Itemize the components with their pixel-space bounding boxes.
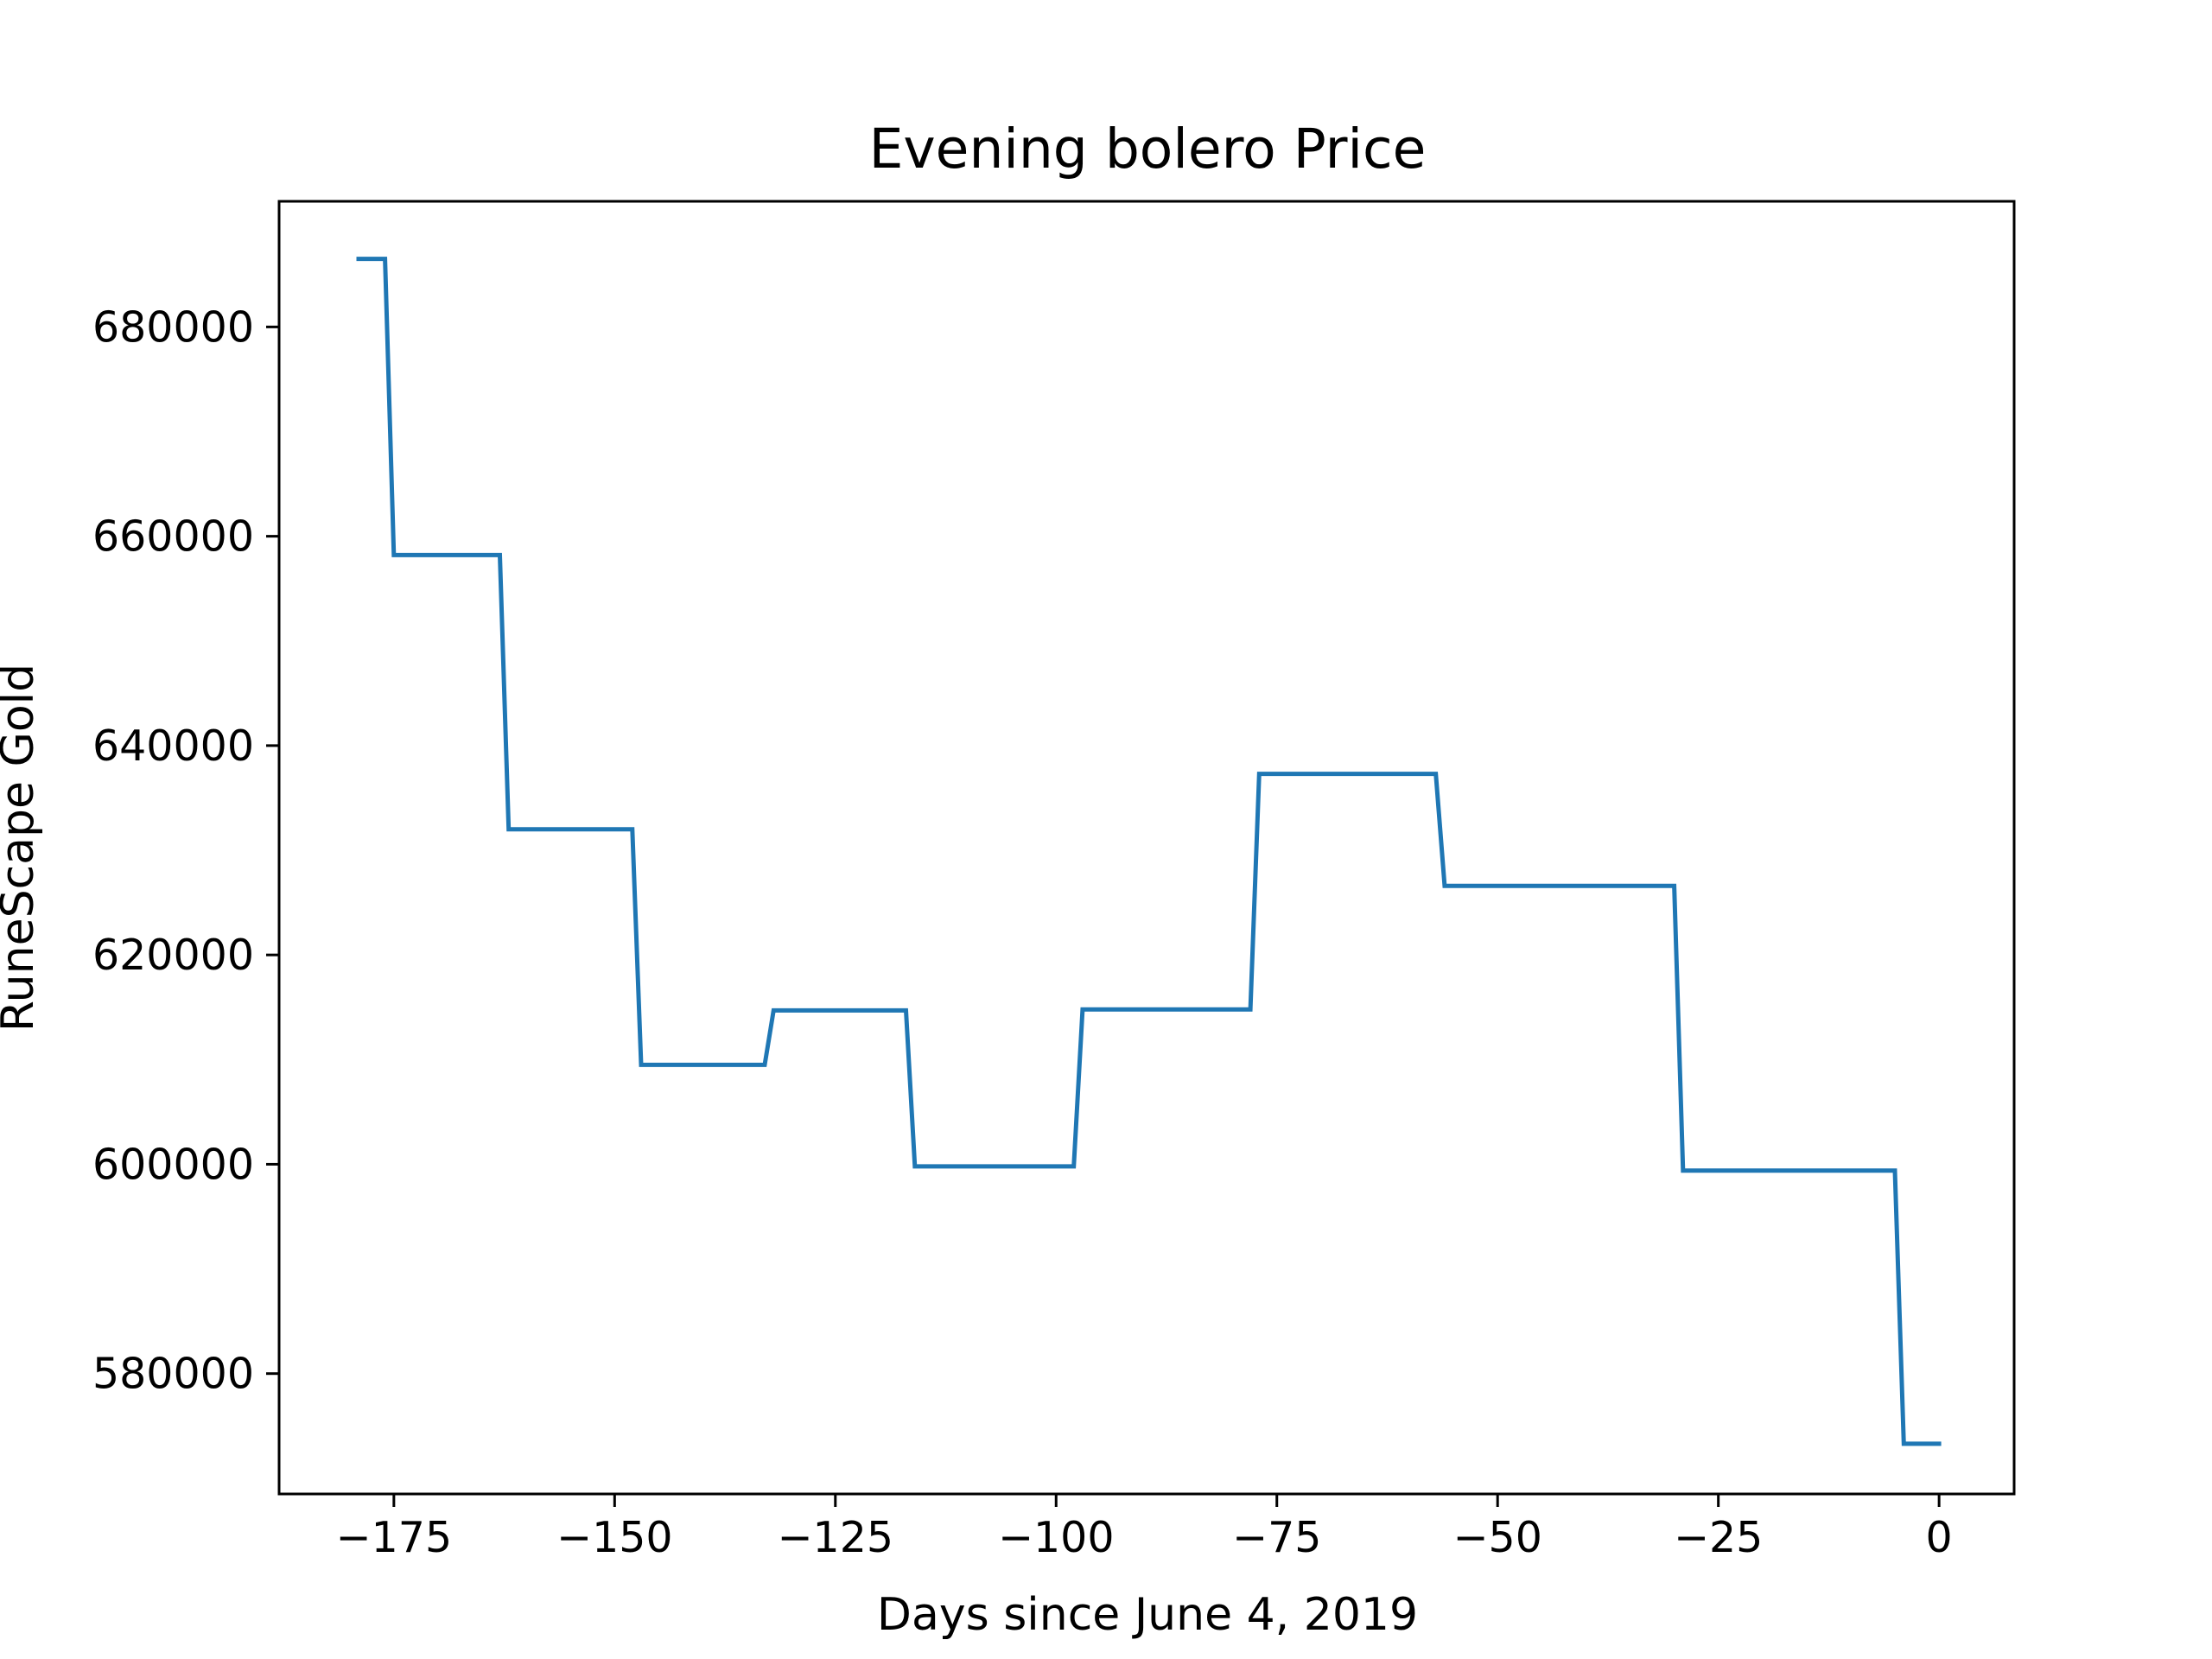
y-tick-label: 600000 [92,1140,254,1189]
chart-title: Evening bolero Price [869,118,1427,181]
y-axis-title: RuneScape Gold [0,664,44,1032]
x-axis-ticks: −175 −150 −125 −100 −75 −50 −25 0 [336,1494,1953,1562]
plot-frame [277,200,2016,1496]
x-tick-label: −25 [1674,1513,1763,1562]
y-tick-label: 580000 [92,1350,254,1399]
y-tick-label: 660000 [92,512,254,562]
series-line [356,257,1942,1446]
x-tick-label: −100 [998,1513,1115,1562]
x-tick-label: 0 [1926,1513,1953,1562]
series-layer [356,257,1942,1446]
y-axis-ticks: 580000 600000 620000 640000 660000 680000 [92,302,279,1399]
x-tick-label: −125 [777,1513,893,1562]
x-axis-title: Days since June 4, 2019 [877,1589,1418,1641]
x-tick-label: −150 [556,1513,673,1562]
y-tick-label: 680000 [92,302,254,352]
y-tick-label: 620000 [92,931,254,980]
x-tick-label: −75 [1232,1513,1321,1562]
x-tick-label: −175 [336,1513,453,1562]
y-tick-label: 640000 [92,721,254,771]
x-tick-label: −50 [1452,1513,1541,1562]
